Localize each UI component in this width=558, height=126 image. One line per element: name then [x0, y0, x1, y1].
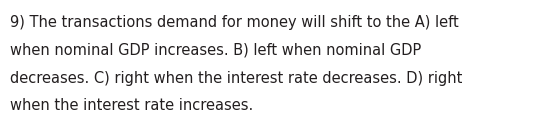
- Text: when nominal GDP increases. B) left when nominal GDP: when nominal GDP increases. B) left when…: [10, 43, 421, 58]
- Text: 9) The transactions demand for money will shift to the A) left: 9) The transactions demand for money wil…: [10, 15, 459, 30]
- Text: when the interest rate increases.: when the interest rate increases.: [10, 98, 253, 113]
- Text: decreases. C) right when the interest rate decreases. D) right: decreases. C) right when the interest ra…: [10, 71, 463, 86]
